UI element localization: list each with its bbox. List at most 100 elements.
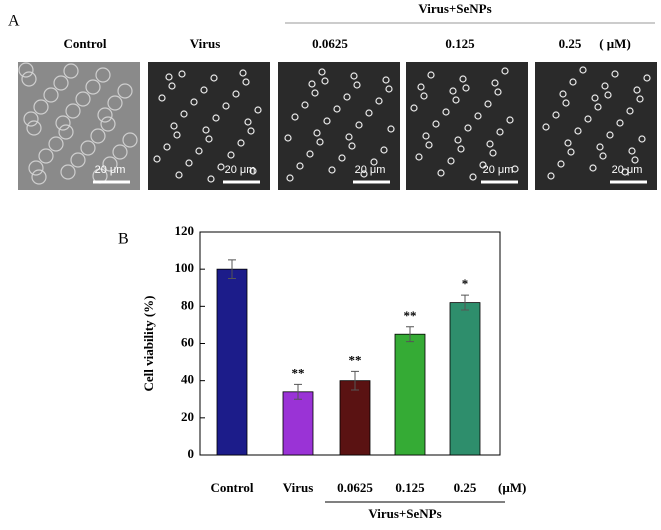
cell: [328, 166, 336, 174]
cell: [542, 123, 550, 131]
cell: [170, 122, 178, 130]
cell: [321, 77, 329, 85]
y-tick-label: 120: [175, 223, 195, 238]
significance: **: [349, 352, 362, 367]
cell: [70, 152, 86, 168]
cell: [562, 99, 570, 107]
cell: [75, 91, 91, 107]
cell: [479, 161, 487, 169]
cell: [117, 83, 133, 99]
cell: [202, 126, 210, 134]
cell: [122, 132, 138, 148]
cell: [212, 114, 220, 122]
cell: [547, 172, 555, 180]
cell: [158, 94, 166, 102]
cell: [26, 120, 42, 136]
cell: [375, 97, 383, 105]
y-tick-label: 20: [181, 409, 194, 424]
significance: **: [404, 308, 417, 323]
cell: [18, 62, 34, 78]
cell: [153, 155, 161, 163]
cell: [239, 69, 247, 77]
cell: [21, 71, 37, 87]
unit-label: ( μM): [599, 36, 631, 51]
cell: [163, 143, 171, 151]
cell: [343, 93, 351, 101]
cell: [360, 170, 368, 178]
x-tick-label: 0.125: [395, 480, 425, 495]
y-tick-label: 0: [188, 446, 195, 461]
cell: [313, 129, 321, 137]
cell: [611, 70, 619, 78]
cell: [599, 152, 607, 160]
cell: [48, 136, 64, 152]
cell: [638, 135, 646, 143]
cell: [567, 148, 575, 156]
cell: [636, 95, 644, 103]
cell: [284, 134, 292, 142]
cell: [511, 165, 519, 173]
group-label: Virus+SeNPs: [368, 506, 441, 521]
cell: [63, 63, 79, 79]
bar: [339, 380, 371, 456]
cell: [28, 160, 44, 176]
micrograph: [148, 62, 270, 190]
cell: [205, 135, 213, 143]
cell: [491, 79, 499, 87]
cell: [178, 70, 186, 78]
cell: [190, 98, 198, 106]
cell: [318, 68, 326, 76]
cell: [195, 147, 203, 155]
cell: [249, 167, 257, 175]
cell: [107, 95, 123, 111]
cell: [348, 142, 356, 150]
cell: [631, 156, 639, 164]
cell: [621, 168, 629, 176]
cell: [380, 146, 388, 154]
cell: [447, 157, 455, 165]
x-tick-label: Control: [210, 480, 253, 495]
cell: [210, 74, 218, 82]
unit-label: (μM): [498, 480, 526, 495]
cell: [38, 148, 54, 164]
image-label: Virus: [190, 36, 221, 51]
micrograph: [406, 62, 528, 190]
cell: [345, 133, 353, 141]
y-tick-label: 40: [181, 372, 194, 387]
image-label: Control: [63, 36, 106, 51]
cell: [242, 78, 250, 86]
cell: [462, 84, 470, 92]
cell: [427, 71, 435, 79]
cell: [459, 75, 467, 83]
scale-text: 20 μm: [95, 164, 126, 176]
image-label: 0.125: [445, 36, 475, 51]
y-tick-label: 100: [175, 260, 195, 275]
cell: [308, 80, 316, 88]
cell: [410, 104, 418, 112]
cell: [606, 131, 614, 139]
error-bar: [351, 370, 359, 391]
cell: [355, 121, 363, 129]
cell: [185, 159, 193, 167]
cell: [449, 87, 457, 95]
significance: **: [292, 365, 305, 380]
cell: [437, 169, 445, 177]
cell: [232, 90, 240, 98]
error-bar: [406, 326, 414, 343]
x-tick-label: 0.0625: [337, 480, 373, 495]
cell: [425, 141, 433, 149]
error-bar: [461, 294, 469, 311]
scale-text: 20 μm: [483, 164, 514, 176]
cell: [552, 111, 560, 119]
cell: [601, 82, 609, 90]
cell: [484, 100, 492, 108]
cell: [628, 147, 636, 155]
cell: [227, 151, 235, 159]
cell: [452, 96, 460, 104]
cell: [55, 115, 71, 131]
cell: [80, 140, 96, 156]
cell: [244, 118, 252, 126]
cell: [175, 171, 183, 179]
cell: [200, 86, 208, 94]
cell: [387, 125, 395, 133]
